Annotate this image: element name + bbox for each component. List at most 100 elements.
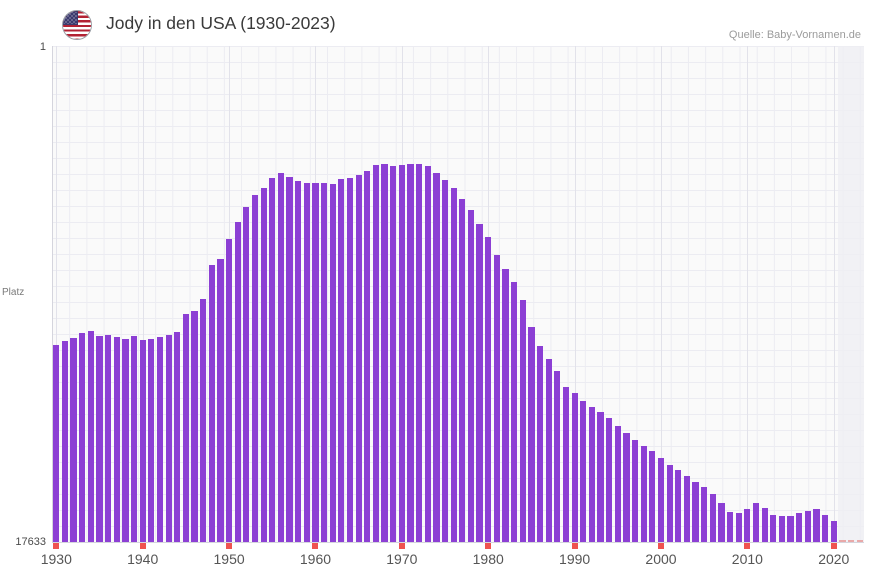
grid-line-2000 bbox=[661, 46, 662, 542]
x-axis-tick-1960 bbox=[312, 543, 319, 549]
bar-1946 bbox=[191, 310, 198, 542]
bar-1930 bbox=[53, 345, 60, 542]
bar-2012 bbox=[761, 507, 768, 542]
bar-2004 bbox=[692, 482, 699, 542]
bar-1990 bbox=[571, 393, 578, 542]
bar-1950 bbox=[225, 239, 233, 542]
bar-1986 bbox=[536, 345, 544, 542]
bar-2007 bbox=[718, 503, 725, 542]
y-axis-title: Platz bbox=[2, 287, 25, 298]
bar-1951 bbox=[234, 222, 241, 542]
x-axis-label-1990: 1990 bbox=[559, 551, 591, 567]
x-axis-label-1970: 1970 bbox=[386, 551, 418, 567]
bar-1940 bbox=[139, 340, 146, 542]
bar-1952 bbox=[243, 206, 250, 542]
bar-1989 bbox=[562, 386, 570, 542]
y-axis-tick-top: 1 bbox=[39, 41, 46, 53]
bar-1954 bbox=[260, 187, 267, 542]
x-axis-tick-1980 bbox=[485, 543, 492, 549]
bar-1975 bbox=[441, 179, 449, 542]
bar-2023 bbox=[856, 540, 863, 542]
bar-1953 bbox=[251, 194, 259, 542]
bar-2006 bbox=[709, 493, 716, 542]
shaded-region-box bbox=[838, 46, 864, 542]
bar-2002 bbox=[675, 469, 682, 542]
bar-1941 bbox=[148, 338, 155, 542]
bar-1959 bbox=[303, 182, 310, 542]
bar-1984 bbox=[519, 300, 526, 542]
bar-1972 bbox=[416, 164, 423, 542]
bar-2001 bbox=[666, 464, 673, 542]
grid-line-1930 bbox=[56, 46, 58, 542]
bar-1958 bbox=[295, 181, 302, 542]
x-axis-tick-2010 bbox=[744, 543, 751, 549]
grid-line-1940 bbox=[142, 46, 144, 542]
x-axis-label-2000: 2000 bbox=[645, 551, 677, 567]
x-axis-label-2020: 2020 bbox=[818, 551, 850, 567]
x-axis-label-1930: 1930 bbox=[40, 551, 72, 567]
x-axis-tick-1970 bbox=[398, 543, 405, 549]
bar-1945 bbox=[182, 313, 189, 542]
bar-1985 bbox=[528, 326, 535, 542]
page-title: Jody in den USA (1930-2023) bbox=[106, 13, 336, 33]
bar-2022 bbox=[847, 540, 855, 542]
bar-1988 bbox=[554, 370, 561, 542]
bar-1991 bbox=[580, 400, 587, 542]
bar-1932 bbox=[70, 337, 77, 542]
bar-2017 bbox=[804, 511, 811, 542]
bar-1943 bbox=[165, 335, 172, 542]
bar-2021 bbox=[839, 540, 846, 542]
bar-1944 bbox=[174, 331, 181, 542]
bar-2008 bbox=[726, 512, 734, 542]
bar-1957 bbox=[286, 176, 293, 542]
grid-line-2010 bbox=[747, 46, 749, 542]
bar-1970 bbox=[398, 165, 405, 542]
bar-2016 bbox=[796, 513, 803, 542]
flag-canton bbox=[63, 11, 78, 25]
bar-2010 bbox=[744, 509, 751, 542]
bar-1973 bbox=[424, 166, 431, 542]
bar-1947 bbox=[200, 298, 207, 542]
bar-1933 bbox=[79, 332, 86, 542]
bar-1934 bbox=[87, 331, 94, 542]
bar-1949 bbox=[217, 259, 224, 542]
bar-1960 bbox=[312, 182, 319, 542]
source-label: Quelle: Baby-Vornamen.de bbox=[728, 29, 861, 41]
bar-series bbox=[52, 46, 864, 542]
x-axis-tick-1930 bbox=[53, 543, 60, 549]
x-axis-label-1950: 1950 bbox=[213, 551, 245, 567]
x-axis-tick-1950 bbox=[226, 543, 233, 549]
bar-1971 bbox=[407, 164, 414, 542]
bar-1987 bbox=[545, 358, 552, 542]
bar-1938 bbox=[122, 338, 129, 542]
bar-1961 bbox=[320, 182, 328, 542]
bar-1997 bbox=[631, 439, 639, 542]
bar-1964 bbox=[346, 178, 354, 542]
x-axis-tick-1990 bbox=[571, 543, 578, 549]
bar-1963 bbox=[338, 178, 345, 542]
bar-1948 bbox=[208, 265, 215, 542]
y-axis-line bbox=[52, 46, 53, 542]
usa-flag-icon bbox=[62, 10, 92, 40]
bar-1936 bbox=[105, 335, 112, 542]
bar-1978 bbox=[467, 209, 475, 542]
bar-1942 bbox=[156, 337, 164, 542]
bar-1966 bbox=[364, 171, 371, 542]
bar-2003 bbox=[683, 476, 691, 542]
plot-area bbox=[52, 46, 864, 542]
bar-1993 bbox=[597, 412, 604, 542]
x-axis-tick-2000 bbox=[658, 543, 664, 549]
bar-1955 bbox=[269, 178, 276, 542]
x-axis-label-2010: 2010 bbox=[731, 551, 763, 567]
x-axis-label-1940: 1940 bbox=[127, 551, 159, 567]
grid-line-1990 bbox=[574, 46, 576, 542]
bar-2005 bbox=[701, 487, 708, 542]
bar-1976 bbox=[450, 188, 457, 542]
bar-1995 bbox=[614, 425, 621, 542]
bar-1981 bbox=[493, 255, 500, 542]
bar-2013 bbox=[770, 514, 777, 542]
x-axis-tick-1940 bbox=[139, 543, 146, 549]
bar-1939 bbox=[130, 336, 138, 542]
bar-2015 bbox=[787, 516, 794, 542]
